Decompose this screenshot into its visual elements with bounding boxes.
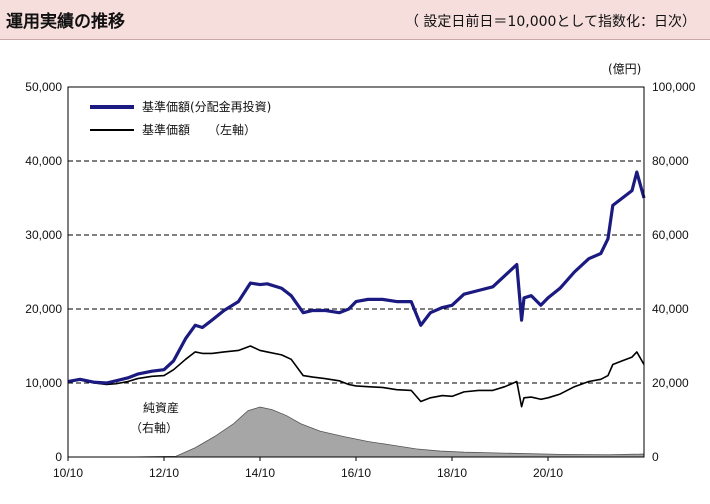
y-right-tick-label: 20,000 <box>652 376 689 390</box>
series-net-assets-area <box>68 406 645 458</box>
y-left-tick-label: 40,000 <box>25 154 62 168</box>
y-left-tick-label: 20,000 <box>25 302 62 316</box>
y-right-tick-label: 40,000 <box>652 302 689 316</box>
series-layer <box>67 170 646 458</box>
y-left-tick-label: 0 <box>55 450 62 464</box>
index-note: （ 設定日前日＝10,000として指数化：日次） <box>404 14 696 30</box>
net-assets-axis-note: （右軸） <box>130 420 178 435</box>
x-tick-label: 14/10 <box>245 466 275 480</box>
net-assets-label: 純資産 <box>143 400 179 415</box>
page-title: 運用実績の推移 <box>6 12 125 32</box>
y-right-tick-label: 60,000 <box>652 228 689 242</box>
header-bar: 運用実績の推移 （ 設定日前日＝10,000として指数化：日次） <box>0 0 710 40</box>
legend-label-nav: 基準価額 （左軸） <box>142 122 256 137</box>
y-left-tick-label: 50,000 <box>25 80 62 94</box>
x-tick-label: 12/10 <box>149 466 179 480</box>
x-tick-label: 18/10 <box>437 466 467 480</box>
x-tick-label: 16/10 <box>341 466 371 480</box>
gridlines <box>68 160 644 384</box>
y-right-tick-label: 80,000 <box>652 154 689 168</box>
series-reinvested-line <box>67 170 646 385</box>
x-tick-label: 10/10 <box>53 466 83 480</box>
legend: 基準価額(分配金再投資) 基準価額 （左軸） <box>90 99 271 137</box>
y-left-tick-label: 10,000 <box>25 376 62 390</box>
y-right-tick-label: 100,000 <box>652 80 696 94</box>
x-tick-label: 20/10 <box>533 466 563 480</box>
series-nav-line <box>67 345 645 408</box>
legend-label-reinvested: 基準価額(分配金再投資) <box>142 99 271 114</box>
plot-background <box>68 87 644 457</box>
y-left-tick-label: 30,000 <box>25 228 62 242</box>
axes: 0 10,000 20,000 30,000 40,000 50,000 0 20,000 40… <box>25 80 695 480</box>
right-axis-unit: (億円) <box>608 62 641 76</box>
y-right-tick-label: 0 <box>652 450 659 464</box>
